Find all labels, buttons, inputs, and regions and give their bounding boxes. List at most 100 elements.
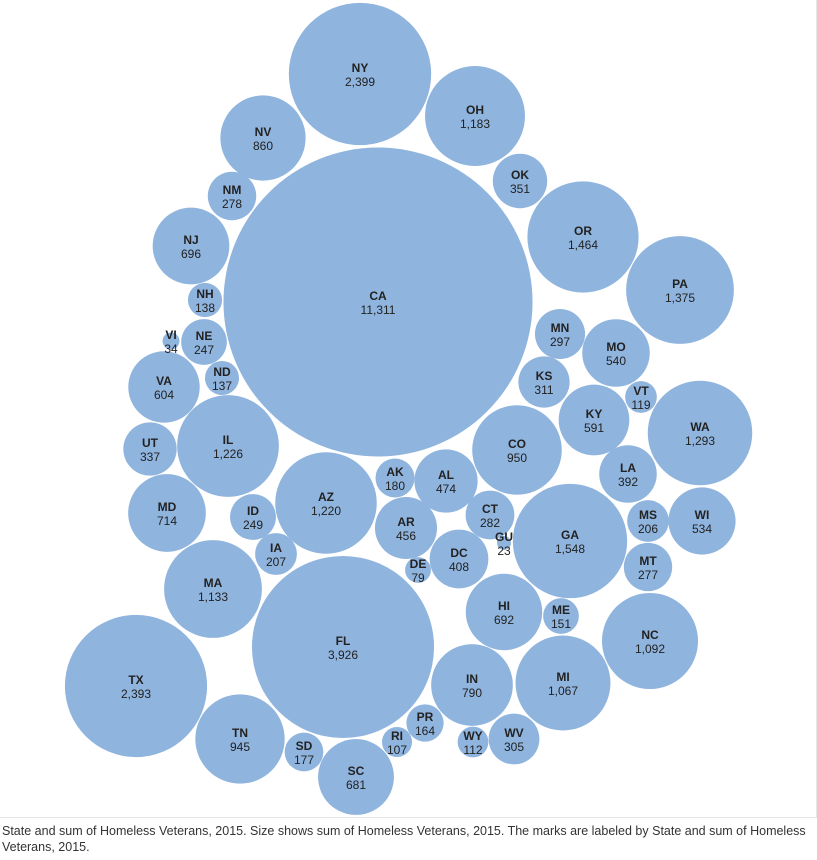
bubble-ny[interactable]: NY2,399 bbox=[288, 2, 432, 146]
bubble-circle-fl[interactable] bbox=[251, 555, 435, 739]
bubble-circle-mn[interactable] bbox=[534, 308, 586, 360]
bubble-circle-vt[interactable] bbox=[625, 381, 657, 413]
bubble-circle-nd[interactable] bbox=[204, 360, 240, 396]
bubble-circle-hi[interactable] bbox=[465, 573, 543, 651]
bubble-circle-ak[interactable] bbox=[375, 458, 415, 498]
bubble-circle-mt[interactable] bbox=[623, 542, 673, 592]
bubble-circle-ok[interactable] bbox=[492, 153, 548, 209]
bubble-tx[interactable]: TX2,393 bbox=[64, 614, 208, 758]
bubble-circle-co[interactable] bbox=[472, 405, 562, 495]
bubble-nc[interactable]: NC1,092 bbox=[601, 592, 699, 690]
bubble-circle-ma[interactable] bbox=[164, 540, 262, 638]
bubble-oh[interactable]: OH1,183 bbox=[425, 66, 525, 166]
bubble-circle-dc[interactable] bbox=[429, 529, 489, 589]
bubble-circle-sd[interactable] bbox=[284, 732, 324, 772]
bubble-circle-ca[interactable] bbox=[223, 147, 533, 457]
bubble-circle-nv[interactable] bbox=[220, 95, 306, 181]
bubble-circle-nc[interactable] bbox=[601, 592, 699, 690]
bubble-circle-ny[interactable] bbox=[288, 2, 432, 146]
bubble-pa[interactable]: PA1,375 bbox=[626, 236, 734, 344]
bubble-circle-md[interactable] bbox=[128, 474, 206, 552]
bubble-circle-wv[interactable] bbox=[488, 713, 540, 765]
bubble-circle-tn[interactable] bbox=[195, 694, 285, 784]
bubble-circle-ks[interactable] bbox=[518, 356, 570, 408]
bubble-circle-ga[interactable] bbox=[512, 483, 628, 599]
bubble-circle-pr[interactable] bbox=[406, 704, 444, 742]
bubble-circle-id[interactable] bbox=[230, 494, 276, 540]
bubble-circle-pa[interactable] bbox=[626, 236, 734, 344]
bubble-circle-il[interactable] bbox=[177, 395, 279, 497]
bubble-circle-va[interactable] bbox=[128, 351, 200, 423]
bubble-circle-vi[interactable] bbox=[162, 332, 180, 350]
bubble-circle-ct[interactable] bbox=[465, 490, 515, 540]
bubble-or[interactable]: OR1,464 bbox=[527, 181, 639, 293]
bubble-circle-sc[interactable] bbox=[318, 739, 394, 815]
bubble-circle-al[interactable] bbox=[414, 449, 478, 513]
bubble-circle-ky[interactable] bbox=[558, 384, 630, 456]
bubble-mi[interactable]: MI1,067 bbox=[515, 635, 611, 731]
bubble-circle-ar[interactable] bbox=[374, 496, 438, 560]
bubble-circle-nj[interactable] bbox=[152, 207, 230, 285]
bubble-wa[interactable]: WA1,293 bbox=[647, 380, 753, 486]
bubble-circle-de[interactable] bbox=[405, 557, 431, 583]
bubble-circle-mi[interactable] bbox=[515, 635, 611, 731]
bubble-circle-wi[interactable] bbox=[668, 487, 736, 555]
bubble-az[interactable]: AZ1,220 bbox=[275, 452, 377, 554]
bubble-il[interactable]: IL1,226 bbox=[177, 395, 279, 497]
bubble-circle-in[interactable] bbox=[431, 644, 513, 726]
bubble-circle-nh[interactable] bbox=[187, 282, 223, 318]
bubble-circle-ne[interactable] bbox=[181, 319, 227, 365]
bubble-circle-ri[interactable] bbox=[381, 726, 413, 758]
bubble-circle-ia[interactable] bbox=[255, 533, 297, 575]
bubble-fl[interactable]: FL3,926 bbox=[251, 555, 435, 739]
bubble-circle-wy[interactable] bbox=[457, 726, 489, 758]
bubble-circle-gu[interactable] bbox=[497, 536, 511, 550]
bubble-circle-ms[interactable] bbox=[627, 500, 669, 542]
bubble-ga[interactable]: GA1,548 bbox=[512, 483, 628, 599]
bubble-circle-or[interactable] bbox=[527, 181, 639, 293]
bubble-circle-tx[interactable] bbox=[64, 614, 208, 758]
bubble-circle-nm[interactable] bbox=[207, 171, 257, 221]
bubble-circle-ut[interactable] bbox=[123, 422, 177, 476]
bubble-circle-oh[interactable] bbox=[425, 66, 525, 166]
bubble-circle-az[interactable] bbox=[275, 452, 377, 554]
bubble-circle-wa[interactable] bbox=[647, 380, 753, 486]
bubble-ma[interactable]: MA1,133 bbox=[164, 540, 262, 638]
bubble-circle-la[interactable] bbox=[599, 445, 657, 503]
